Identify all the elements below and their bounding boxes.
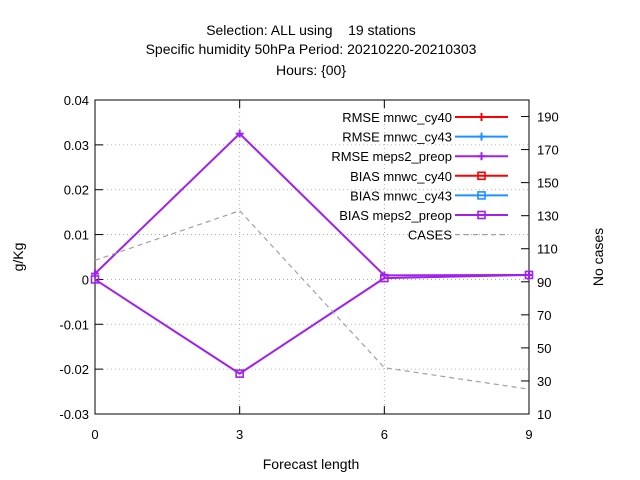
legend-marker-bias-meps2-preop <box>477 210 486 220</box>
legend-label-rmse-mnwc-cy40: RMSE mnwc_cy40 <box>342 110 452 125</box>
x-tick-label: 0 <box>91 427 98 442</box>
y2-tick-label: 50 <box>537 341 551 356</box>
series-point-bias-meps2-preop <box>235 369 244 378</box>
legend-marker-rmse-mnwc-cy43 <box>477 132 486 141</box>
y-tick-label: 0.03 <box>64 138 89 153</box>
title-line-2: Specific humidity 50hPa Period: 20210220… <box>146 41 477 57</box>
legend-marker-bias-mnwc-cy40 <box>477 171 486 181</box>
series-line-cases <box>94 210 530 390</box>
y-tick-label: -0.01 <box>59 317 89 332</box>
legend-marker-rmse-mnwc-cy40 <box>477 113 486 121</box>
chart-title: Selection: ALL using 19 stations Specifi… <box>146 22 477 78</box>
y2-axis-label: No cases <box>590 228 606 286</box>
legend-label-rmse-meps2-preop: RMSE meps2_preop <box>331 149 452 164</box>
y2-tick-label: 70 <box>537 308 551 323</box>
title-line-3: Hours: {00} <box>276 62 346 78</box>
y2-tick-label: 170 <box>537 143 559 158</box>
y-tick-label: -0.02 <box>59 362 89 377</box>
y2-tick-label: 90 <box>537 275 551 290</box>
legend: RMSE mnwc_cy40 RMSE mnwc_cy43 RMSE meps2_p… <box>331 110 508 243</box>
series-line-bias-meps2-preop <box>94 273 530 375</box>
series-point-bias-meps2-preop <box>380 273 389 283</box>
plot-frame <box>94 99 530 415</box>
series-layer <box>90 129 534 390</box>
legend-label-bias-mnwc-cy43: BIAS mnwc_cy43 <box>350 188 452 203</box>
grid <box>95 100 529 414</box>
legend-label-bias-meps2-preop: BIAS meps2_preop <box>339 208 452 223</box>
x-axis-ticks: 0 3 6 9 <box>91 100 533 442</box>
y2-tick-label: 30 <box>537 374 551 389</box>
series-point-bias-meps2-preop <box>524 270 534 280</box>
legend-marker-rmse-meps2-preop <box>477 152 486 161</box>
y2-axis-ticks: 190 170 150 130 110 90 70 50 30 10 <box>521 110 559 422</box>
x-tick-label: 6 <box>381 427 388 442</box>
x-tick-label: 3 <box>236 427 243 442</box>
x-axis-label: Forecast length <box>263 456 360 472</box>
series-point-bias-meps2-preop <box>90 275 100 284</box>
series-point-rmse-meps2-preop <box>235 129 244 138</box>
y2-tick-label: 130 <box>537 209 559 224</box>
x-tick-label: 9 <box>525 427 532 442</box>
y-tick-label: 0.04 <box>64 93 89 108</box>
y-axis-label: g/Kg <box>10 243 26 272</box>
y-tick-label: 0 <box>82 272 89 287</box>
y-tick-label: -0.03 <box>59 407 89 422</box>
legend-label-bias-mnwc-cy40: BIAS mnwc_cy40 <box>350 169 452 184</box>
legend-label-rmse-mnwc-cy43: RMSE mnwc_cy43 <box>342 130 452 145</box>
y2-tick-label: 110 <box>537 242 558 257</box>
y2-tick-label: 10 <box>537 407 551 422</box>
y2-tick-label: 150 <box>537 176 559 191</box>
y-tick-label: 0.01 <box>64 228 89 243</box>
legend-marker-bias-mnwc-cy43 <box>477 191 486 200</box>
y2-tick-label: 190 <box>537 110 559 125</box>
legend-label-cases: CASES <box>408 228 452 243</box>
series-line-rmse-meps2-preop <box>94 132 530 277</box>
title-line-1: Selection: ALL using 19 stations <box>206 22 416 38</box>
y-tick-label: 0.02 <box>64 183 89 198</box>
y-axis-ticks: 0.04 0.03 0.02 0.01 0 -0.01 -0.02 -0.03 <box>59 93 103 422</box>
